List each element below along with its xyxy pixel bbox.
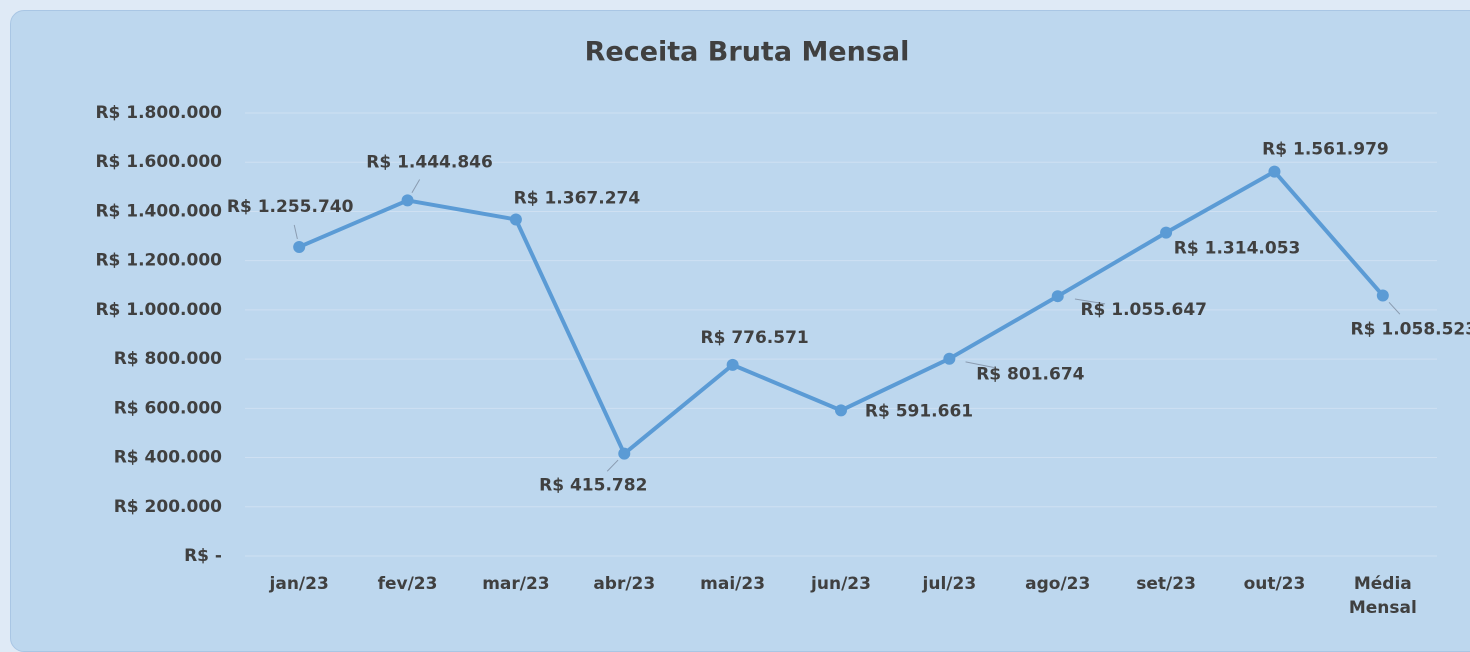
chart-title: Receita Bruta Mensal	[585, 37, 910, 68]
x-tick-label: set/23	[1136, 574, 1196, 594]
point	[293, 240, 306, 253]
x-tick-label: ago/23	[1025, 574, 1091, 594]
chart-panel	[10, 10, 1470, 652]
data-label: R$ 1.055.647	[1080, 300, 1207, 320]
x-tick-label: mar/23	[482, 574, 550, 594]
y-tick-label: R$ 1.400.000	[95, 201, 222, 221]
x-tick-label: Média Mensal	[1348, 574, 1417, 618]
point	[943, 352, 956, 365]
y-tick-label: R$ 1.000.000	[95, 300, 222, 320]
leader-line	[1074, 298, 1106, 305]
point	[1268, 165, 1281, 178]
x-tick-label: jan/23	[269, 574, 329, 594]
point	[618, 447, 631, 460]
data-label: R$ 1.561.979	[1262, 140, 1389, 160]
x-tick-label: jul/23	[922, 574, 977, 594]
x-tick-label: out/23	[1243, 574, 1306, 594]
y-tick-label: R$ 1.800.000	[95, 103, 222, 123]
point	[401, 194, 414, 207]
leader-line	[1388, 301, 1401, 315]
data-label: R$ 1.444.846	[366, 152, 493, 172]
leader-line	[606, 459, 619, 472]
point	[1051, 290, 1064, 303]
point	[835, 404, 847, 417]
x-tick-label: abr/23	[593, 574, 656, 594]
y-tick-label: R$ 1.200.000	[95, 251, 222, 271]
point	[1376, 289, 1389, 302]
chart: Receita Bruta Mensal R$ - R$ 200.000 R$ 40…	[95, 37, 1470, 567]
y-tick-label: R$ 800.000	[114, 349, 222, 369]
y-tick-label: R$ 400.000	[114, 448, 222, 468]
page: Receita Bruta Mensal R$ - R$ 200.000 R$ 40…	[10, 10, 1470, 652]
point	[1160, 226, 1173, 239]
data-label: R$ 1.314.053	[1174, 239, 1301, 259]
x-tick-label: fev/23	[377, 574, 438, 594]
leader-line	[293, 224, 298, 240]
leader-line	[411, 179, 421, 194]
data-label: R$ 801.674	[976, 365, 1084, 385]
y-tick-label: R$ 600.000	[114, 398, 222, 418]
data-label: R$ 1.367.274	[514, 188, 641, 208]
point	[726, 358, 739, 371]
x-tick-label: mai/23	[700, 574, 766, 594]
data-label: R$ 1.255.740	[227, 197, 354, 217]
x-tick-label: jun/23	[811, 574, 871, 594]
leader-line	[965, 361, 995, 368]
point	[509, 213, 522, 226]
data-label: R$ 591.661	[865, 401, 973, 421]
data-label: R$ 1.058.523	[1351, 319, 1470, 339]
data-label: R$ 415.782	[539, 476, 647, 496]
y-tick-label: R$ -	[184, 546, 222, 566]
data-label: R$ 776.571	[700, 328, 808, 348]
y-tick-label: R$ 1.600.000	[95, 152, 222, 172]
y-tick-label: R$ 200.000	[114, 497, 222, 517]
